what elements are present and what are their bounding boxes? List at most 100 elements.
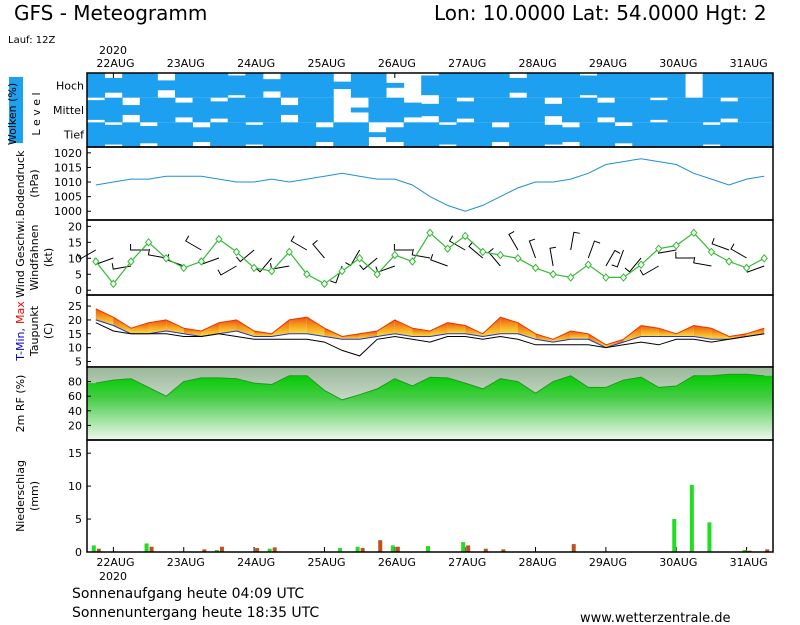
date-label-bottom: 30AUG [659, 556, 697, 569]
y-tick-label: 25 [68, 300, 82, 313]
cloud-cover [174, 102, 194, 118]
cloud-cover [245, 73, 264, 98]
wind-barb [185, 235, 202, 251]
wind-speed-marker [426, 228, 434, 238]
cloud-cover [350, 73, 369, 98]
wind-speed-marker [250, 263, 258, 273]
date-label-bottom: 31AUG [730, 556, 768, 569]
cloud-cover [491, 127, 510, 143]
y-tick-label: 20 [68, 314, 82, 327]
wind-speed-marker [338, 266, 346, 276]
cloud-cover [245, 97, 264, 123]
cloud-cover [122, 122, 141, 147]
y-axis-label: Bodendruck [14, 150, 27, 217]
wind-speed-marker [391, 250, 399, 260]
wind-barb [587, 240, 601, 259]
wind-speed-marker [672, 241, 680, 250]
temperature-band [306, 317, 325, 337]
wind-speed-marker [320, 279, 329, 289]
y-axis-label: (hPa) [28, 169, 41, 197]
temperature-band [148, 319, 167, 334]
y-axis-label: (C) [42, 323, 55, 339]
cloud-cover [350, 122, 369, 147]
temperature-band [500, 317, 518, 334]
wind-speed-marker [303, 269, 311, 279]
date-label: 25AUG [307, 57, 345, 70]
temperature-band [588, 333, 606, 348]
cloud-cover [755, 73, 774, 98]
y-axis-label: L e v e l [30, 92, 43, 135]
y-axis-label: Wolken (%) [6, 83, 19, 145]
temperature-band [641, 325, 659, 337]
precip-bar [765, 549, 770, 552]
wind-speed-marker [180, 263, 188, 273]
y-axis-label: Wind Geschwi. [14, 217, 27, 298]
wind-barb [430, 254, 448, 267]
cloud-cover [614, 126, 633, 144]
temperature-band [430, 322, 448, 337]
temperature-band [377, 319, 395, 337]
wind-speed-marker [215, 234, 223, 244]
wind-barb [624, 257, 642, 273]
precip-bar [466, 545, 471, 552]
temperature-band [218, 319, 237, 334]
wind-speed-marker [461, 231, 469, 241]
cloud-cover [262, 79, 281, 92]
rh-line [95, 373, 765, 401]
precip-bar [501, 549, 506, 552]
cloud-cover [192, 73, 211, 98]
wind-speed-marker [549, 269, 557, 279]
temperature-band [676, 325, 694, 337]
cloud-cover [87, 122, 106, 147]
cloud-cover [174, 122, 194, 147]
wind-barb [111, 263, 132, 270]
cloud-cover [614, 73, 633, 98]
cloud-cover [227, 75, 246, 96]
precip-bar [267, 548, 272, 552]
sunset: Sonnenuntergang heute 18:35 UTC [72, 605, 319, 621]
wind-speed-marker [109, 279, 118, 289]
cloud-cover [720, 73, 739, 98]
cloud-cover [702, 73, 721, 98]
cloud-cover [122, 105, 141, 115]
y-tick-label: 10 [68, 252, 82, 265]
y-tick-label: 0 [75, 546, 82, 559]
temperature-band [342, 333, 360, 340]
cloud-cover [561, 73, 581, 98]
wind-barb [488, 247, 501, 267]
date-label: 27AUG [448, 57, 486, 70]
temperature-band [605, 339, 624, 348]
wind-barb [730, 243, 747, 259]
temperature-band [359, 331, 378, 340]
cloud-cover [649, 122, 668, 147]
cloud-cover [104, 97, 123, 123]
wind-barb [312, 239, 325, 259]
temperature-band [166, 319, 184, 334]
wind-speed-marker [268, 266, 276, 276]
cloud-cover [386, 97, 405, 123]
run: Lauf: 12Z [8, 35, 55, 46]
precip-bar [378, 540, 383, 552]
cloud-cover [210, 101, 229, 119]
y-tick-label: 15 [68, 447, 82, 460]
cloud-cover [544, 73, 563, 98]
date-label: 23AUG [167, 57, 205, 70]
precip-bar [96, 548, 101, 552]
wind-speed-marker [197, 257, 205, 266]
y-tick-label: 80 [68, 376, 82, 389]
cloud-cover [667, 97, 686, 123]
precip-bar [390, 545, 395, 552]
cloud-cover [438, 97, 457, 123]
date-label-bottom: 23AUG [167, 556, 205, 569]
temperature-band [324, 328, 343, 340]
website: www.wetterzentrale.de [580, 611, 730, 625]
date-label-bottom: 22AUG [96, 556, 134, 569]
cloud-cover [737, 73, 756, 98]
cloud-cover [315, 97, 334, 123]
precip-bar [461, 542, 466, 552]
cloud-cover [509, 122, 528, 147]
temperature-band [201, 322, 219, 337]
cloud-cover [157, 122, 176, 147]
y-axis-label: Taupunkt [28, 305, 41, 357]
y-tick-label: 40 [68, 405, 82, 418]
